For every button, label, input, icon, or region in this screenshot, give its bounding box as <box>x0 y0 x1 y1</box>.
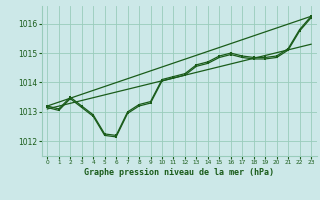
X-axis label: Graphe pression niveau de la mer (hPa): Graphe pression niveau de la mer (hPa) <box>84 168 274 177</box>
